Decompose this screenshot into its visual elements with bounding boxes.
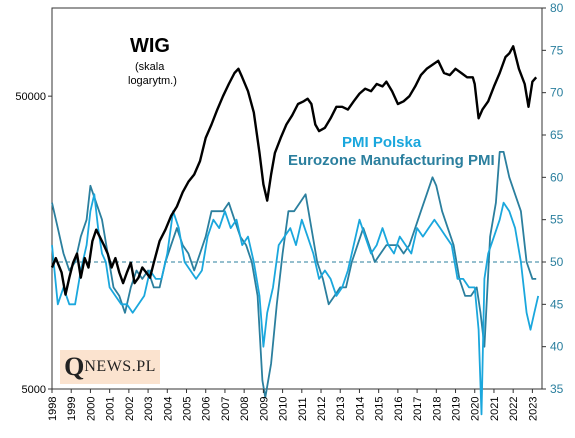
right-tick-label: 75 [550, 43, 564, 57]
left-tick-label: 50000 [15, 91, 46, 103]
x-tick-label: 2005 [182, 397, 194, 421]
x-tick-label: 2006 [201, 397, 213, 421]
x-tick-label: 2013 [335, 397, 347, 421]
x-tick-label: 2010 [278, 397, 290, 421]
wig-scale-note-2: logarytm.) [128, 75, 177, 87]
x-tick-label: 2020 [470, 397, 482, 421]
qnews-logo: Q NEWS.PL [60, 350, 160, 384]
wig-title: WIG [130, 35, 170, 57]
x-tick-label: 2022 [508, 397, 520, 421]
right-tick-label: 80 [550, 1, 564, 15]
x-tick-label: 2000 [85, 397, 97, 421]
logo-rest: NEWS.PL [84, 358, 156, 375]
left-tick-label: 5000 [22, 384, 46, 396]
x-tick-label: 2021 [489, 397, 501, 421]
x-tick-label: 2002 [124, 397, 136, 421]
wig-series-line [50, 45, 538, 296]
pmi-eurozone-label: Eurozone Manufacturing PMI [288, 152, 495, 169]
x-tick-label: 2004 [162, 397, 174, 421]
right-tick-label: 70 [550, 86, 564, 100]
right-tick-label: 60 [550, 170, 564, 184]
right-tick-label: 40 [550, 340, 564, 354]
x-tick-label: 2014 [354, 397, 366, 421]
pmi-polska-label: PMI Polska [342, 134, 422, 151]
x-tick-label: 2007 [220, 397, 232, 421]
wig-scale-note-1: (skala [135, 61, 165, 73]
x-tick-label: 2003 [143, 397, 155, 421]
plot-frame [51, 7, 543, 390]
right-tick-label: 35 [550, 382, 564, 396]
x-tick-label: 1998 [47, 397, 59, 421]
right-tick-label: 50 [550, 255, 564, 269]
right-tick-label: 65 [550, 128, 564, 142]
pmi-polska-series-line [51, 193, 540, 416]
x-tick-label: 2023 [527, 397, 539, 421]
x-tick-label: 2019 [451, 397, 463, 421]
x-tick-label: 2016 [393, 397, 405, 421]
x-tick-label: 2001 [105, 397, 117, 421]
x-tick-label: 2011 [297, 397, 309, 421]
x-tick-label: 2009 [258, 397, 270, 421]
x-tick-label: 2008 [239, 397, 251, 421]
x-tick-label: 1999 [66, 397, 78, 421]
x-tick-label: 2017 [412, 397, 424, 421]
x-tick-label: 2018 [431, 397, 443, 421]
right-tick-label: 45 [550, 297, 564, 311]
x-tick-label: 2015 [374, 397, 386, 421]
x-tick-label: 2012 [316, 397, 328, 421]
right-tick-label: 55 [550, 213, 564, 227]
logo-first-letter: Q [64, 352, 85, 381]
